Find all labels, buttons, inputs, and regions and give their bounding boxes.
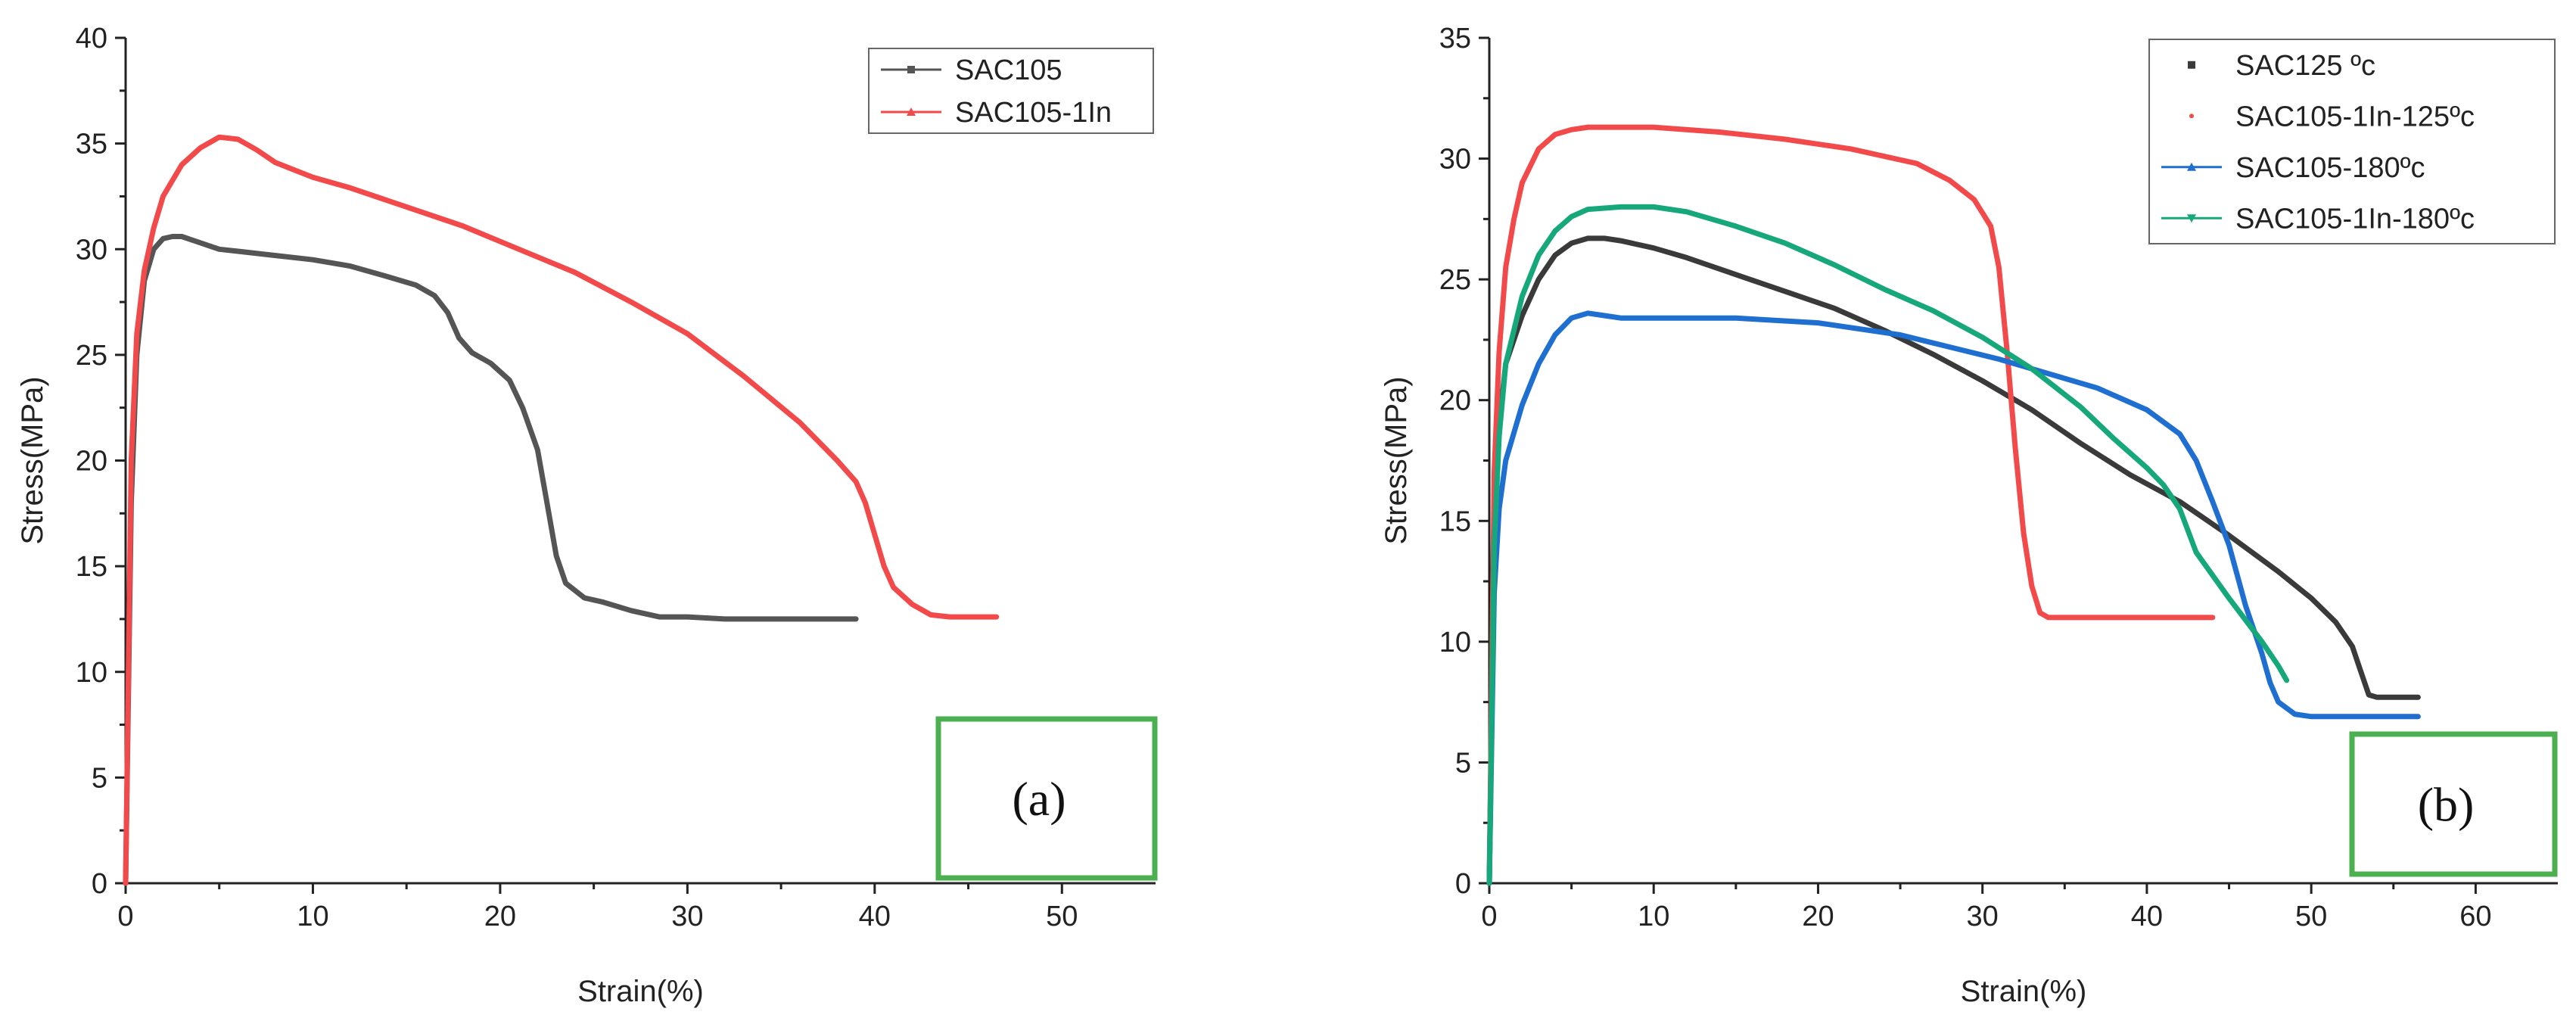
y-tick-label: 10 xyxy=(76,657,107,689)
x-axis-label: Strain(%) xyxy=(577,975,704,1008)
y-tick-label: 35 xyxy=(1439,23,1471,54)
legend-entry-4: SAC105-1In-180ºc xyxy=(2235,203,2475,235)
y-tick-label: 0 xyxy=(92,868,107,900)
legend-marker xyxy=(2189,114,2194,119)
x-tick-label: 0 xyxy=(1481,901,1497,932)
chart-b: 0 10 20 30 40 50 60 0 5 10 15 20 25 30 35 Strain(%) Stre… xyxy=(1380,23,2558,1008)
x-tick-label: 50 xyxy=(1046,901,1078,932)
legend-entry-2: SAC105-1In-125ºc xyxy=(2235,101,2475,132)
x-tick-label: 20 xyxy=(484,901,516,932)
y-axis-label: Stress(MPa) xyxy=(16,376,49,544)
y-tick-label: 5 xyxy=(1455,747,1471,779)
y-axis-label: Stress(MPa) xyxy=(1380,376,1413,544)
y-tick-label: 20 xyxy=(76,446,107,478)
legend-entry-2: SAC105-1In xyxy=(955,97,1112,129)
x-tick-label: 40 xyxy=(2131,901,2163,932)
series-line-2 xyxy=(1486,124,2216,886)
y-tick-label: 20 xyxy=(1439,385,1471,417)
x-axis-label: Strain(%) xyxy=(1961,975,2087,1008)
y-tick-label: 5 xyxy=(92,762,107,794)
x-tick-label: 20 xyxy=(1802,901,1834,932)
x-tick-label: 10 xyxy=(297,901,328,932)
y-tick-label: 15 xyxy=(76,551,107,583)
panel-label: (b) xyxy=(2418,778,2475,832)
panel-label-box xyxy=(2349,731,2558,877)
y-tick-label: 40 xyxy=(76,23,107,54)
y-tick-label: 30 xyxy=(1439,144,1471,176)
series-line-4 xyxy=(1486,204,2290,886)
legend-marker xyxy=(2187,214,2196,223)
y-tick-label: 30 xyxy=(76,234,107,266)
x-tick-label: 30 xyxy=(671,901,703,932)
x-tick-label: 0 xyxy=(117,901,133,932)
y-tick-label: 0 xyxy=(1455,868,1471,900)
legend-entry-3: SAC105-180ºc xyxy=(2235,152,2425,184)
series-line-2 xyxy=(123,134,1000,886)
legend-box xyxy=(2148,39,2556,244)
x-tick-label: 50 xyxy=(2295,901,2327,932)
legend-entry-1: SAC105 xyxy=(955,54,1062,86)
series-line-3 xyxy=(1486,310,2421,886)
legend-marker xyxy=(2188,61,2195,69)
chart-a: 0 10 20 30 40 50 0 5 10 15 20 25 30 35 40 Strain(%) Stre… xyxy=(16,23,1158,1008)
x-tick-label: 60 xyxy=(2459,901,2491,932)
series-line-1 xyxy=(1486,235,2421,886)
panel-label-box xyxy=(935,716,1158,881)
legend-marker xyxy=(907,107,916,116)
legend-marker xyxy=(2187,162,2196,171)
x-tick-label: 40 xyxy=(859,901,891,932)
y-tick-label: 25 xyxy=(1439,264,1471,296)
legend-marker xyxy=(907,66,915,73)
y-tick-label: 35 xyxy=(76,129,107,160)
legend-entry-1: SAC125 ºc xyxy=(2235,50,2375,82)
panel-label: (a) xyxy=(1012,772,1066,826)
x-tick-label: 30 xyxy=(1967,901,1999,932)
y-tick-label: 10 xyxy=(1439,627,1471,658)
legend-box xyxy=(868,48,1154,134)
x-tick-label: 10 xyxy=(1638,901,1669,932)
y-tick-label: 25 xyxy=(76,340,107,372)
series-line-1 xyxy=(123,234,859,886)
y-tick-label: 15 xyxy=(1439,506,1471,537)
